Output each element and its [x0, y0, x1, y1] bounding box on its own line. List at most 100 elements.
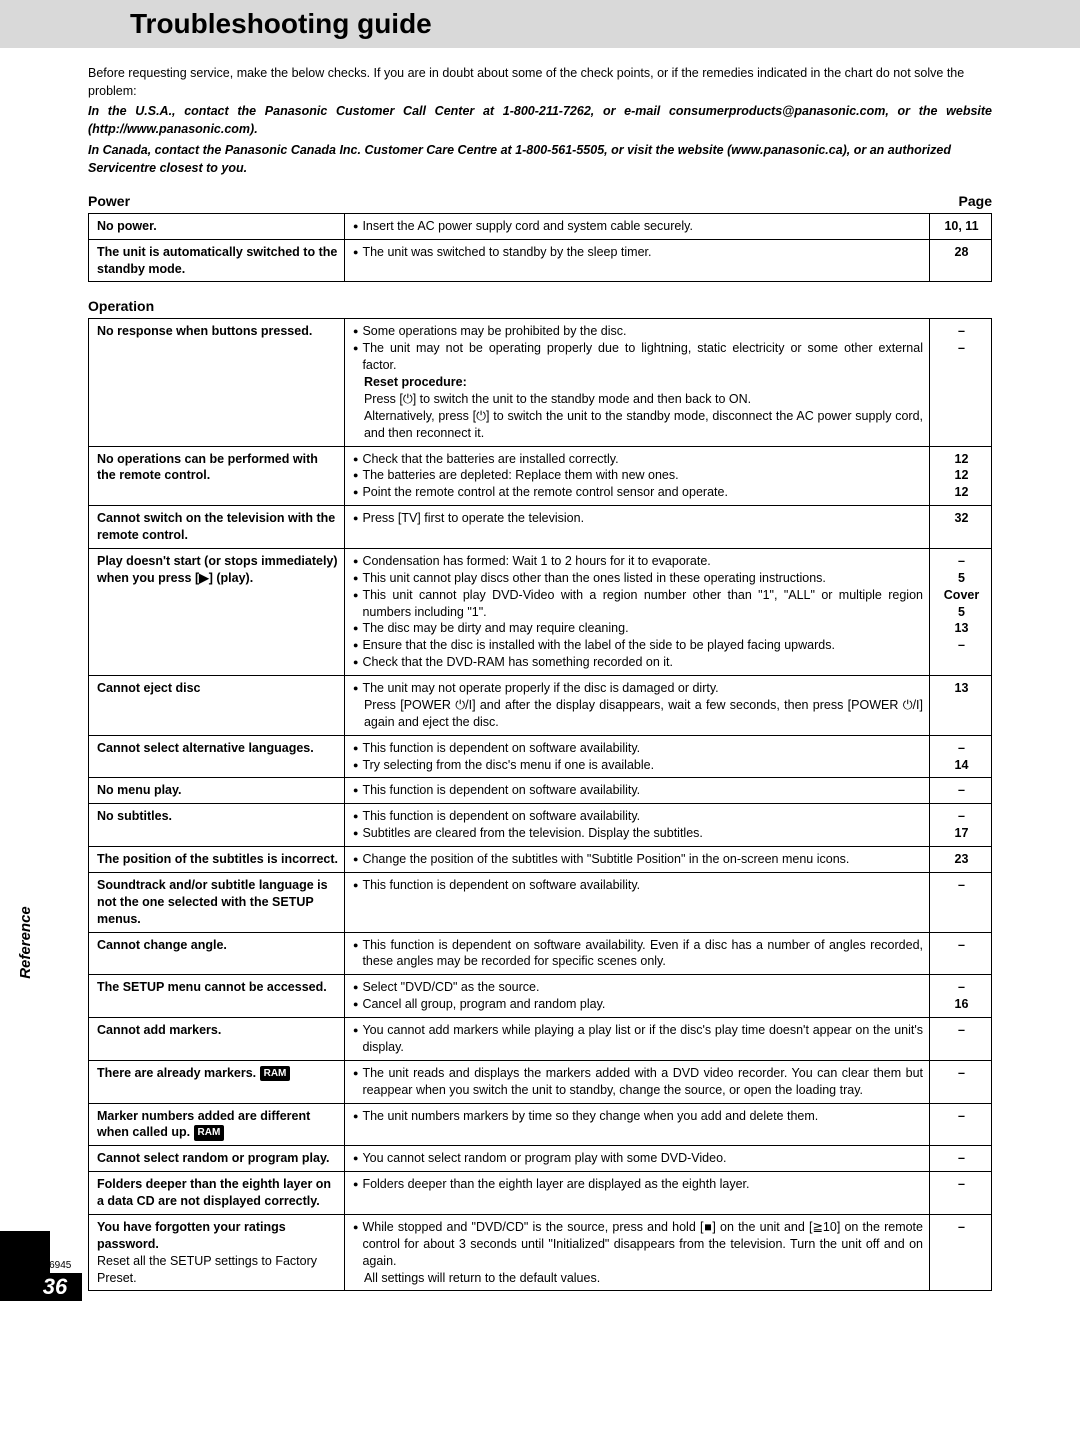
page-ref-cell: – — [930, 872, 992, 932]
page-ref-cell: – — [930, 1214, 992, 1291]
remedy-text: Some operations may be prohibited by the… — [362, 323, 923, 340]
remedy-line: ● The unit numbers markers by time so the… — [353, 1108, 923, 1125]
remedy-cell: ●The unit reads and displays the markers… — [345, 1060, 930, 1103]
page-ref-cell: –16 — [930, 975, 992, 1018]
remedy-text: Press [⏻] to switch the unit to the stan… — [364, 391, 923, 408]
table-row: The unit is automatically switched to th… — [89, 239, 992, 282]
bullet-icon: ● — [353, 939, 358, 951]
table-row: Folders deeper than the eighth layer on … — [89, 1172, 992, 1215]
page-ref-cell: 10, 11 — [930, 213, 992, 239]
bullet-icon: ● — [353, 325, 358, 337]
intro-block: Before requesting service, make the belo… — [88, 64, 992, 177]
problem-cell: No operations can be performed with the … — [89, 446, 345, 506]
remedy-text: Alternatively, press [⏻] to switch the u… — [364, 408, 923, 442]
remedy-cell: ●Press [TV] first to operate the televis… — [345, 506, 930, 549]
remedy-line: ●This function is dependent on software … — [353, 808, 923, 825]
remedy-line: ●This unit cannot play discs other than … — [353, 570, 923, 587]
remedy-text: Try selecting from the disc's menu if on… — [362, 757, 923, 774]
remedy-text: Press [TV] first to operate the televisi… — [362, 510, 923, 527]
remedy-text: This function is dependent on software a… — [362, 782, 923, 799]
remedy-text: The unit numbers markers by time so they… — [362, 1108, 923, 1125]
remedy-text: Folders deeper than the eighth layer are… — [362, 1176, 923, 1193]
table-row: Play doesn't start (or stops immediately… — [89, 548, 992, 675]
content-area: Before requesting service, make the belo… — [0, 48, 1080, 1301]
section-heading-left: Operation — [88, 298, 154, 314]
remedy-cell: ● This function is dependent on software … — [345, 778, 930, 804]
remedy-text: This function is dependent on software a… — [362, 877, 923, 894]
remedy-line: ●Cancel all group, program and random pl… — [353, 996, 923, 1013]
side-reference-label: Reference — [17, 907, 34, 980]
page-title: Troubleshooting guide — [130, 8, 432, 40]
table-row: No power.●Insert the AC power supply cor… — [89, 213, 992, 239]
remedy-line: ●You cannot add markers while playing a … — [353, 1022, 923, 1056]
bullet-icon: ● — [353, 246, 358, 258]
remedy-line: ●This function is dependent on software … — [353, 740, 923, 757]
remedy-line: ● Point the remote control at the remote … — [353, 484, 923, 501]
remedy-text: Condensation has formed: Wait 1 to 2 hou… — [362, 553, 923, 570]
page-ref-cell: 23 — [930, 847, 992, 873]
troubleshoot-table: No response when buttons pressed. ● Some o… — [88, 318, 992, 1291]
bullet-icon: ● — [353, 1221, 358, 1233]
bullet-icon: ● — [353, 342, 358, 354]
table-row: There are already markers. RAM●The unit … — [89, 1060, 992, 1103]
remedy-cell: ●Folders deeper than the eighth layer ar… — [345, 1172, 930, 1215]
table-row: The position of the subtitles is incorre… — [89, 847, 992, 873]
bullet-icon: ● — [353, 486, 358, 498]
page-number: 36 — [43, 1274, 67, 1300]
remedy-text: Reset procedure: — [364, 374, 923, 391]
remedy-cell: ●The unit was switched to standby by the… — [345, 239, 930, 282]
bullet-icon: ● — [353, 784, 358, 796]
remedy-line: ●Folders deeper than the eighth layer ar… — [353, 1176, 923, 1193]
remedy-cell: ●This function is dependent on software … — [345, 735, 930, 778]
remedy-text: This unit cannot play DVD-Video with a r… — [362, 587, 923, 621]
remedy-cell: ● Condensation has formed: Wait 1 to 2 ho… — [345, 548, 930, 675]
remedy-text: Cancel all group, program and random pla… — [362, 996, 923, 1013]
remedy-text: Check that the batteries are installed c… — [362, 451, 923, 468]
table-row: Cannot change angle.●This function is de… — [89, 932, 992, 975]
remedy-cell: ●While stopped and "DVD/CD" is the sourc… — [345, 1214, 930, 1291]
page-ref-cell: – — [930, 1018, 992, 1061]
bullet-icon: ● — [353, 1024, 358, 1036]
remedy-cell: ● The unit numbers markers by time so the… — [345, 1103, 930, 1146]
page-ref-cell: – — [930, 1103, 992, 1146]
bullet-icon: ● — [353, 1110, 358, 1122]
bullet-icon: ● — [353, 469, 358, 481]
intro-line-1: Before requesting service, make the belo… — [88, 64, 992, 100]
remedy-line: ● The unit may not operate properly if th… — [353, 680, 923, 697]
page-ref-cell: –14 — [930, 735, 992, 778]
problem-cell: No response when buttons pressed. — [89, 319, 345, 446]
table-row: The SETUP menu cannot be accessed.●Selec… — [89, 975, 992, 1018]
remedy-text: The unit reads and displays the markers … — [362, 1065, 923, 1099]
problem-cell: The SETUP menu cannot be accessed. — [89, 975, 345, 1018]
table-row: Cannot eject disc●The unit may not opera… — [89, 676, 992, 736]
bullet-icon: ● — [353, 853, 358, 865]
table-row: No subtitles.●This function is dependent… — [89, 804, 992, 847]
remedy-text: You cannot select random or program play… — [362, 1150, 923, 1167]
remedy-line: ●This unit cannot play DVD-Video with a … — [353, 587, 923, 621]
page-number-box: 36 — [28, 1273, 82, 1301]
problem-cell: Cannot switch on the television with the… — [89, 506, 345, 549]
intro-line-2: In the U.S.A., contact the Panasonic Cus… — [88, 102, 992, 138]
remedy-text: The unit may not operate properly if the… — [362, 680, 923, 697]
remedy-cell: ●This function is dependent on software … — [345, 804, 930, 847]
bullet-icon: ● — [353, 682, 358, 694]
problem-cell: No power. — [89, 213, 345, 239]
remedy-text: Point the remote control at the remote c… — [362, 484, 923, 501]
remedy-line: ●This function is dependent on software … — [353, 877, 923, 894]
page-ref-cell: 13 — [930, 676, 992, 736]
remedy-line: ●Check that the batteries are installed … — [353, 451, 923, 468]
remedy-text: Ensure that the disc is installed with t… — [362, 637, 923, 654]
table-row: Soundtrack and/or subtitle language is n… — [89, 872, 992, 932]
remedy-cell: ●You cannot add markers while playing a … — [345, 1018, 930, 1061]
table-row: You have forgotten your ratings password… — [89, 1214, 992, 1291]
page-ref-cell: –5Cover 513– — [930, 548, 992, 675]
page-ref-cell: 32 — [930, 506, 992, 549]
remedy-line: ●The disc may be dirty and may require c… — [353, 620, 923, 637]
table-row: No menu play.●This function is dependent… — [89, 778, 992, 804]
remedy-line: ●This function is dependent on software … — [353, 937, 923, 971]
bullet-icon: ● — [353, 572, 358, 584]
remedy-cell: ●This function is dependent on software … — [345, 872, 930, 932]
remedy-line: Press [POWER ⏻/I] and after the display … — [353, 697, 923, 731]
remedy-text: Insert the AC power supply cord and syst… — [362, 218, 923, 235]
remedy-line: ●You cannot select random or program pla… — [353, 1150, 923, 1167]
